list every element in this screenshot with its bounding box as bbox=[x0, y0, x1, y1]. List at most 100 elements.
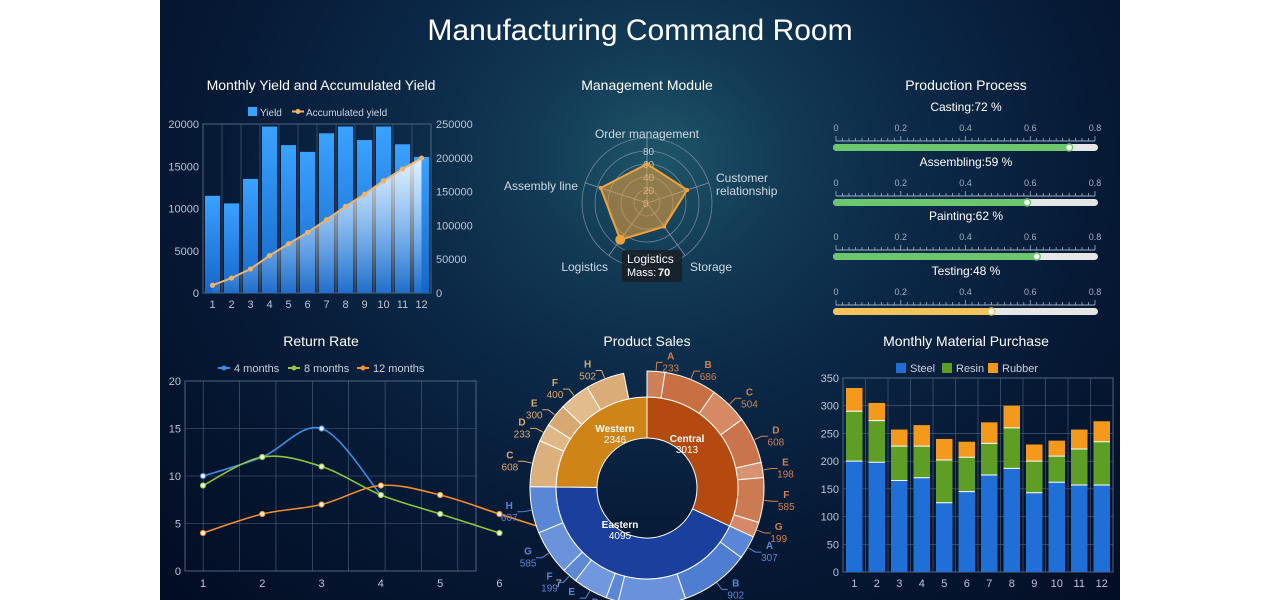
process-handle bbox=[1064, 143, 1074, 152]
legend-acc-dot bbox=[295, 109, 301, 114]
return-x-tick: 6 bbox=[496, 578, 502, 590]
sales-inner-value: 4095 bbox=[609, 531, 632, 542]
process-tick-label: 0.4 bbox=[959, 178, 972, 188]
material-y-tick: 350 bbox=[821, 373, 839, 385]
process-tick-label: 0.8 bbox=[1089, 232, 1102, 242]
sales-leader-line bbox=[517, 460, 532, 464]
material-bar-steel bbox=[1093, 484, 1110, 572]
process-handle bbox=[1032, 252, 1041, 261]
accumulated-point bbox=[380, 178, 387, 184]
material-bar-steel bbox=[846, 461, 863, 572]
yield-x-tick: 9 bbox=[361, 299, 367, 311]
sales-outer-name: A bbox=[766, 541, 773, 552]
sales-outer-name: E bbox=[782, 458, 789, 469]
legend-dot bbox=[291, 365, 297, 371]
process-tick-label: 0.8 bbox=[1089, 178, 1102, 188]
sales-outer-value: 585 bbox=[778, 502, 795, 513]
process-title: Production Process bbox=[905, 77, 1026, 93]
process-fill bbox=[833, 253, 1037, 260]
sales-leader-line bbox=[530, 427, 544, 433]
legend-label: 12 months bbox=[373, 363, 425, 375]
sales-inner-name: Central bbox=[670, 434, 705, 445]
process-tick-label: 0.2 bbox=[894, 287, 907, 297]
material-bar-resin bbox=[891, 446, 908, 481]
sales-outer-name: D bbox=[772, 425, 779, 436]
material-bar-rubber bbox=[1048, 440, 1065, 457]
sales-outer-name: C bbox=[506, 450, 513, 461]
yield-x-tick: 2 bbox=[228, 299, 234, 311]
material-y-tick: 50 bbox=[827, 539, 839, 551]
material-y-tick: 250 bbox=[821, 428, 839, 440]
process-tick-label: 0.2 bbox=[894, 232, 907, 242]
material-bar-rubber bbox=[936, 438, 953, 461]
accumulated-point bbox=[418, 155, 425, 161]
material-bar-resin bbox=[868, 420, 885, 463]
process-item-label: Assembling:59 % bbox=[920, 155, 1013, 169]
dashboard-canvas: Monthly Yield and Accumulated Yield Yield… bbox=[168, 77, 1114, 600]
material-bar-steel bbox=[958, 491, 975, 572]
yield-left-tick: 0 bbox=[193, 288, 199, 300]
return-x-tick: 2 bbox=[259, 578, 265, 590]
sales-outer-value: 199 bbox=[770, 534, 787, 545]
return-point bbox=[318, 463, 325, 470]
process-tick-label: 0.6 bbox=[1024, 178, 1037, 188]
process-item-label: Casting:72 % bbox=[930, 100, 1002, 114]
process-tick-label: 0 bbox=[833, 287, 838, 297]
radar-indicator-label: Order management bbox=[595, 127, 700, 141]
sales-outer-name: G bbox=[524, 547, 532, 558]
material-bar-resin bbox=[981, 443, 998, 475]
process-item-label: Testing:48 % bbox=[932, 264, 1001, 278]
yield-x-tick: 1 bbox=[209, 299, 215, 311]
material-x-tick: 9 bbox=[1031, 578, 1037, 590]
sales-outer-name: F bbox=[546, 571, 552, 582]
return-point bbox=[199, 529, 207, 537]
radar-point bbox=[615, 234, 626, 245]
radar-title: Management Module bbox=[581, 77, 713, 93]
sales-outer-value: 307 bbox=[761, 553, 778, 564]
return-point bbox=[199, 472, 207, 480]
sales-leader-line bbox=[690, 370, 701, 379]
legend-yield-label: Yield bbox=[260, 108, 282, 119]
accumulated-point bbox=[304, 229, 311, 236]
process-fill bbox=[833, 144, 1070, 151]
sales-inner-name: Western bbox=[595, 424, 634, 435]
radar-tick: 80 bbox=[643, 147, 655, 158]
return-point bbox=[318, 501, 325, 508]
return-x-tick: 1 bbox=[200, 578, 206, 590]
process-tick-label: 0 bbox=[833, 178, 838, 188]
process-tick-label: 0.4 bbox=[959, 232, 972, 242]
return-y-tick: 0 bbox=[175, 566, 181, 578]
process-tick-label: 0.6 bbox=[1024, 123, 1037, 133]
material-legend-label: Rubber bbox=[1002, 363, 1038, 375]
material-y-tick: 0 bbox=[833, 567, 839, 579]
sales-outer-name: C bbox=[746, 387, 753, 398]
return-x-tick: 5 bbox=[437, 578, 443, 590]
material-bar-rubber bbox=[981, 422, 998, 444]
material-legend-label: Steel bbox=[910, 363, 935, 375]
tooltip-value: 70 bbox=[658, 267, 670, 279]
yield-chart-panel: Monthly Yield and Accumulated Yield Yield… bbox=[168, 77, 472, 311]
radar-point bbox=[662, 224, 667, 229]
radar-indicator-label: relationship bbox=[716, 184, 778, 198]
sales-outer-name: E bbox=[568, 587, 575, 598]
legend-dot bbox=[360, 365, 366, 371]
yield-x-tick: 6 bbox=[304, 299, 310, 311]
accumulated-point bbox=[323, 217, 330, 223]
legend-label: 4 months bbox=[234, 363, 280, 375]
process-tick-label: 0.4 bbox=[959, 287, 972, 297]
return-y-tick: 15 bbox=[169, 424, 181, 436]
process-tick-label: 0.6 bbox=[1024, 232, 1037, 242]
return-point bbox=[437, 491, 444, 499]
material-bar-rubber bbox=[1071, 429, 1088, 449]
material-bar-resin bbox=[1071, 448, 1088, 485]
material-panel: Monthly Material Purchase Steel Resin Rubbe… bbox=[821, 333, 1114, 590]
return-point bbox=[259, 510, 266, 518]
yield-right-tick: 250000 bbox=[436, 119, 473, 131]
process-handle bbox=[1022, 198, 1032, 207]
sales-leader-line bbox=[757, 529, 771, 534]
sales-outer-name: G bbox=[775, 522, 783, 533]
sales-leader-line bbox=[764, 499, 779, 502]
tooltip-label: Mass: bbox=[627, 267, 656, 279]
process-tick-label: 0.8 bbox=[1089, 123, 1102, 133]
sales-outer-name: B bbox=[704, 360, 711, 371]
